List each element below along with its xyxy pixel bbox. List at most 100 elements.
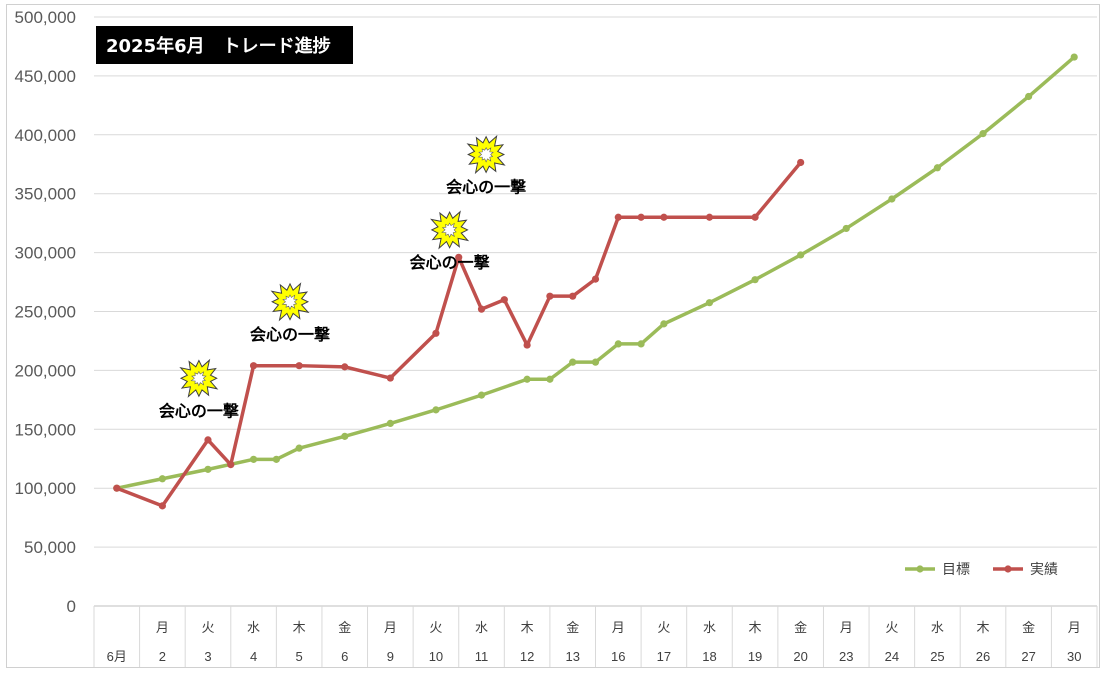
legend-item: 実績 (993, 562, 1058, 578)
annotation-text: 会心の一撃 (159, 401, 239, 420)
data-point (888, 195, 896, 203)
data-point (591, 275, 600, 283)
x-tick-date: 10 (429, 649, 443, 664)
data-point (546, 292, 554, 300)
x-tick-weekday: 金 (1022, 620, 1035, 636)
data-point (797, 158, 805, 167)
y-tick-label: 250,000 (15, 303, 76, 322)
x-tick-weekday: 月 (612, 621, 625, 636)
legend-label: 実績 (1030, 562, 1058, 578)
x-tick-date: 18 (702, 649, 716, 664)
burst-center-icon (281, 294, 298, 310)
data-point (751, 276, 759, 284)
x-tick-date: 5 (296, 649, 303, 664)
x-tick-weekday: 火 (429, 621, 442, 636)
x-tick-weekday: 木 (749, 621, 762, 636)
burst-center-icon (190, 370, 207, 387)
data-point (432, 329, 440, 337)
data-point (386, 374, 394, 382)
data-point (660, 320, 668, 328)
burst-center-icon (477, 147, 494, 163)
x-tick-date: 17 (657, 649, 671, 664)
data-point (705, 299, 714, 307)
title-background (96, 26, 353, 64)
data-point (295, 362, 303, 370)
series-lines (113, 53, 1078, 510)
x-tick-weekday: 水 (247, 621, 260, 636)
x-tick-date: 9 (387, 649, 394, 664)
data-point (797, 251, 805, 259)
data-point (386, 419, 394, 428)
x-tick-date: 6月 (107, 649, 127, 664)
annotation: 会心の一撃 (446, 134, 526, 197)
data-point (432, 406, 440, 414)
x-tick-weekday: 月 (384, 621, 397, 636)
x-tick-weekday: 月 (156, 621, 169, 636)
x-tick-weekday: 火 (657, 621, 670, 636)
x-tick-weekday: 火 (201, 621, 214, 636)
data-point (979, 130, 987, 138)
data-point (113, 484, 121, 492)
data-point (933, 164, 942, 172)
data-point (341, 363, 349, 371)
chart-frame (6, 4, 1100, 668)
x-tick-date: 19 (748, 649, 762, 664)
series-line-target (115, 55, 1076, 490)
x-tick-date: 23 (839, 649, 853, 664)
y-tick-label: 100,000 (15, 479, 76, 498)
y-tick-label: 500,000 (15, 8, 76, 27)
data-point (1070, 53, 1078, 61)
annotation: 会心の一撃 (410, 210, 490, 272)
legend-marker (1004, 565, 1012, 573)
x-tick-date: 20 (793, 649, 807, 664)
data-point (204, 436, 212, 444)
x-tick-date: 13 (565, 649, 579, 664)
x-tick-date: 24 (885, 649, 899, 664)
x-tick-date: 26 (976, 649, 990, 664)
x-tick-weekday: 金 (794, 620, 807, 636)
annotation-text: 会心の一撃 (250, 325, 330, 344)
annotation-text: 会心の一撃 (446, 178, 526, 197)
x-tick-date: 25 (930, 649, 944, 664)
x-tick-weekday: 火 (885, 621, 898, 636)
x-tick-weekday: 木 (977, 621, 990, 636)
data-point (204, 465, 212, 473)
data-point (249, 362, 258, 370)
burst-center-icon (441, 222, 458, 239)
data-point (158, 475, 166, 483)
x-tick-date: 3 (204, 649, 211, 664)
x-tick-date: 4 (250, 649, 257, 664)
legend: 目標 実績 (905, 562, 1058, 578)
data-point (660, 213, 668, 221)
x-tick-date: 11 (475, 649, 489, 664)
x-tick-date: 27 (1021, 649, 1035, 664)
data-point (477, 391, 486, 399)
x-tick-date: 2 (159, 649, 166, 664)
data-point (158, 502, 166, 510)
x-tick-weekday: 月 (1068, 621, 1081, 636)
x-tick-weekday: 木 (293, 621, 306, 636)
x-tick-weekday: 水 (931, 621, 944, 636)
y-tick-label: 0 (67, 597, 76, 616)
data-point (341, 432, 349, 440)
x-tick-date: 12 (520, 649, 534, 664)
data-point (523, 341, 531, 349)
y-axis: 0 50,000 100,000 150,000 200,000 250,000 300,0… (15, 8, 76, 616)
x-tick-weekday: 金 (566, 620, 579, 636)
data-point (477, 305, 486, 313)
x-tick-date: 16 (611, 649, 625, 664)
y-tick-label: 150,000 (15, 420, 76, 439)
data-point (705, 213, 714, 221)
legend-marker (916, 565, 924, 573)
x-tick-date: 30 (1067, 649, 1081, 664)
x-tick-weekday: 木 (521, 621, 534, 636)
x-tick-weekday: 月 (840, 621, 853, 636)
data-point (751, 213, 759, 221)
y-tick-label: 450,000 (15, 67, 76, 86)
data-point (523, 375, 531, 383)
data-point (842, 224, 850, 233)
x-tick-weekday: 水 (703, 621, 716, 636)
data-point (227, 461, 235, 469)
data-point (591, 358, 600, 366)
